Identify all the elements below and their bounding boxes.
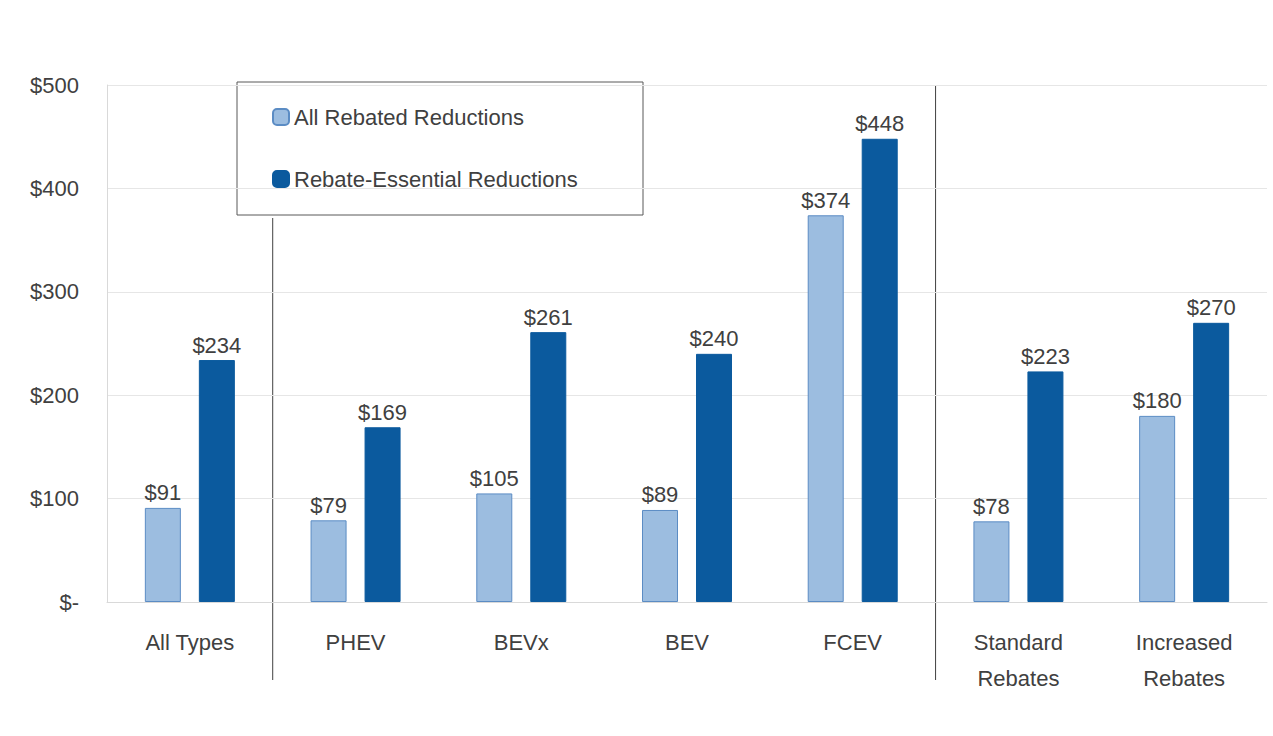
svg-text:$261: $261 [524,305,573,330]
svg-text:$234: $234 [192,333,241,358]
svg-text:Rebate-Essential Reductions: Rebate-Essential Reductions [294,167,578,192]
svg-text:$223: $223 [1021,344,1070,369]
svg-text:PHEV: PHEV [326,630,386,655]
svg-text:$240: $240 [690,326,739,351]
svg-text:$270: $270 [1187,295,1236,320]
svg-text:All Rebated Reductions: All Rebated Reductions [294,105,524,130]
svg-text:$78: $78 [973,494,1010,519]
svg-text:Rebates: Rebates [1143,666,1225,691]
svg-text:$374: $374 [801,188,850,213]
svg-text:BEVx: BEVx [494,630,549,655]
svg-text:FCEV: FCEV [823,630,882,655]
svg-text:$500: $500 [30,73,79,98]
svg-text:All Types: All Types [145,630,234,655]
svg-text:$105: $105 [470,466,519,491]
svg-text:$200: $200 [30,383,79,408]
svg-text:Increased: Increased [1136,630,1233,655]
svg-text:$100: $100 [30,486,79,511]
svg-text:Rebates: Rebates [977,666,1059,691]
svg-text:$448: $448 [855,111,904,136]
svg-text:$79: $79 [310,493,347,518]
svg-text:$-: $- [59,590,79,615]
svg-text:$169: $169 [358,400,407,425]
svg-text:$180: $180 [1133,388,1182,413]
svg-text:$91: $91 [144,480,181,505]
svg-text:$400: $400 [30,176,79,201]
svg-text:$300: $300 [30,279,79,304]
svg-text:$89: $89 [642,482,679,507]
svg-text:Standard: Standard [974,630,1063,655]
svg-text:BEV: BEV [665,630,709,655]
